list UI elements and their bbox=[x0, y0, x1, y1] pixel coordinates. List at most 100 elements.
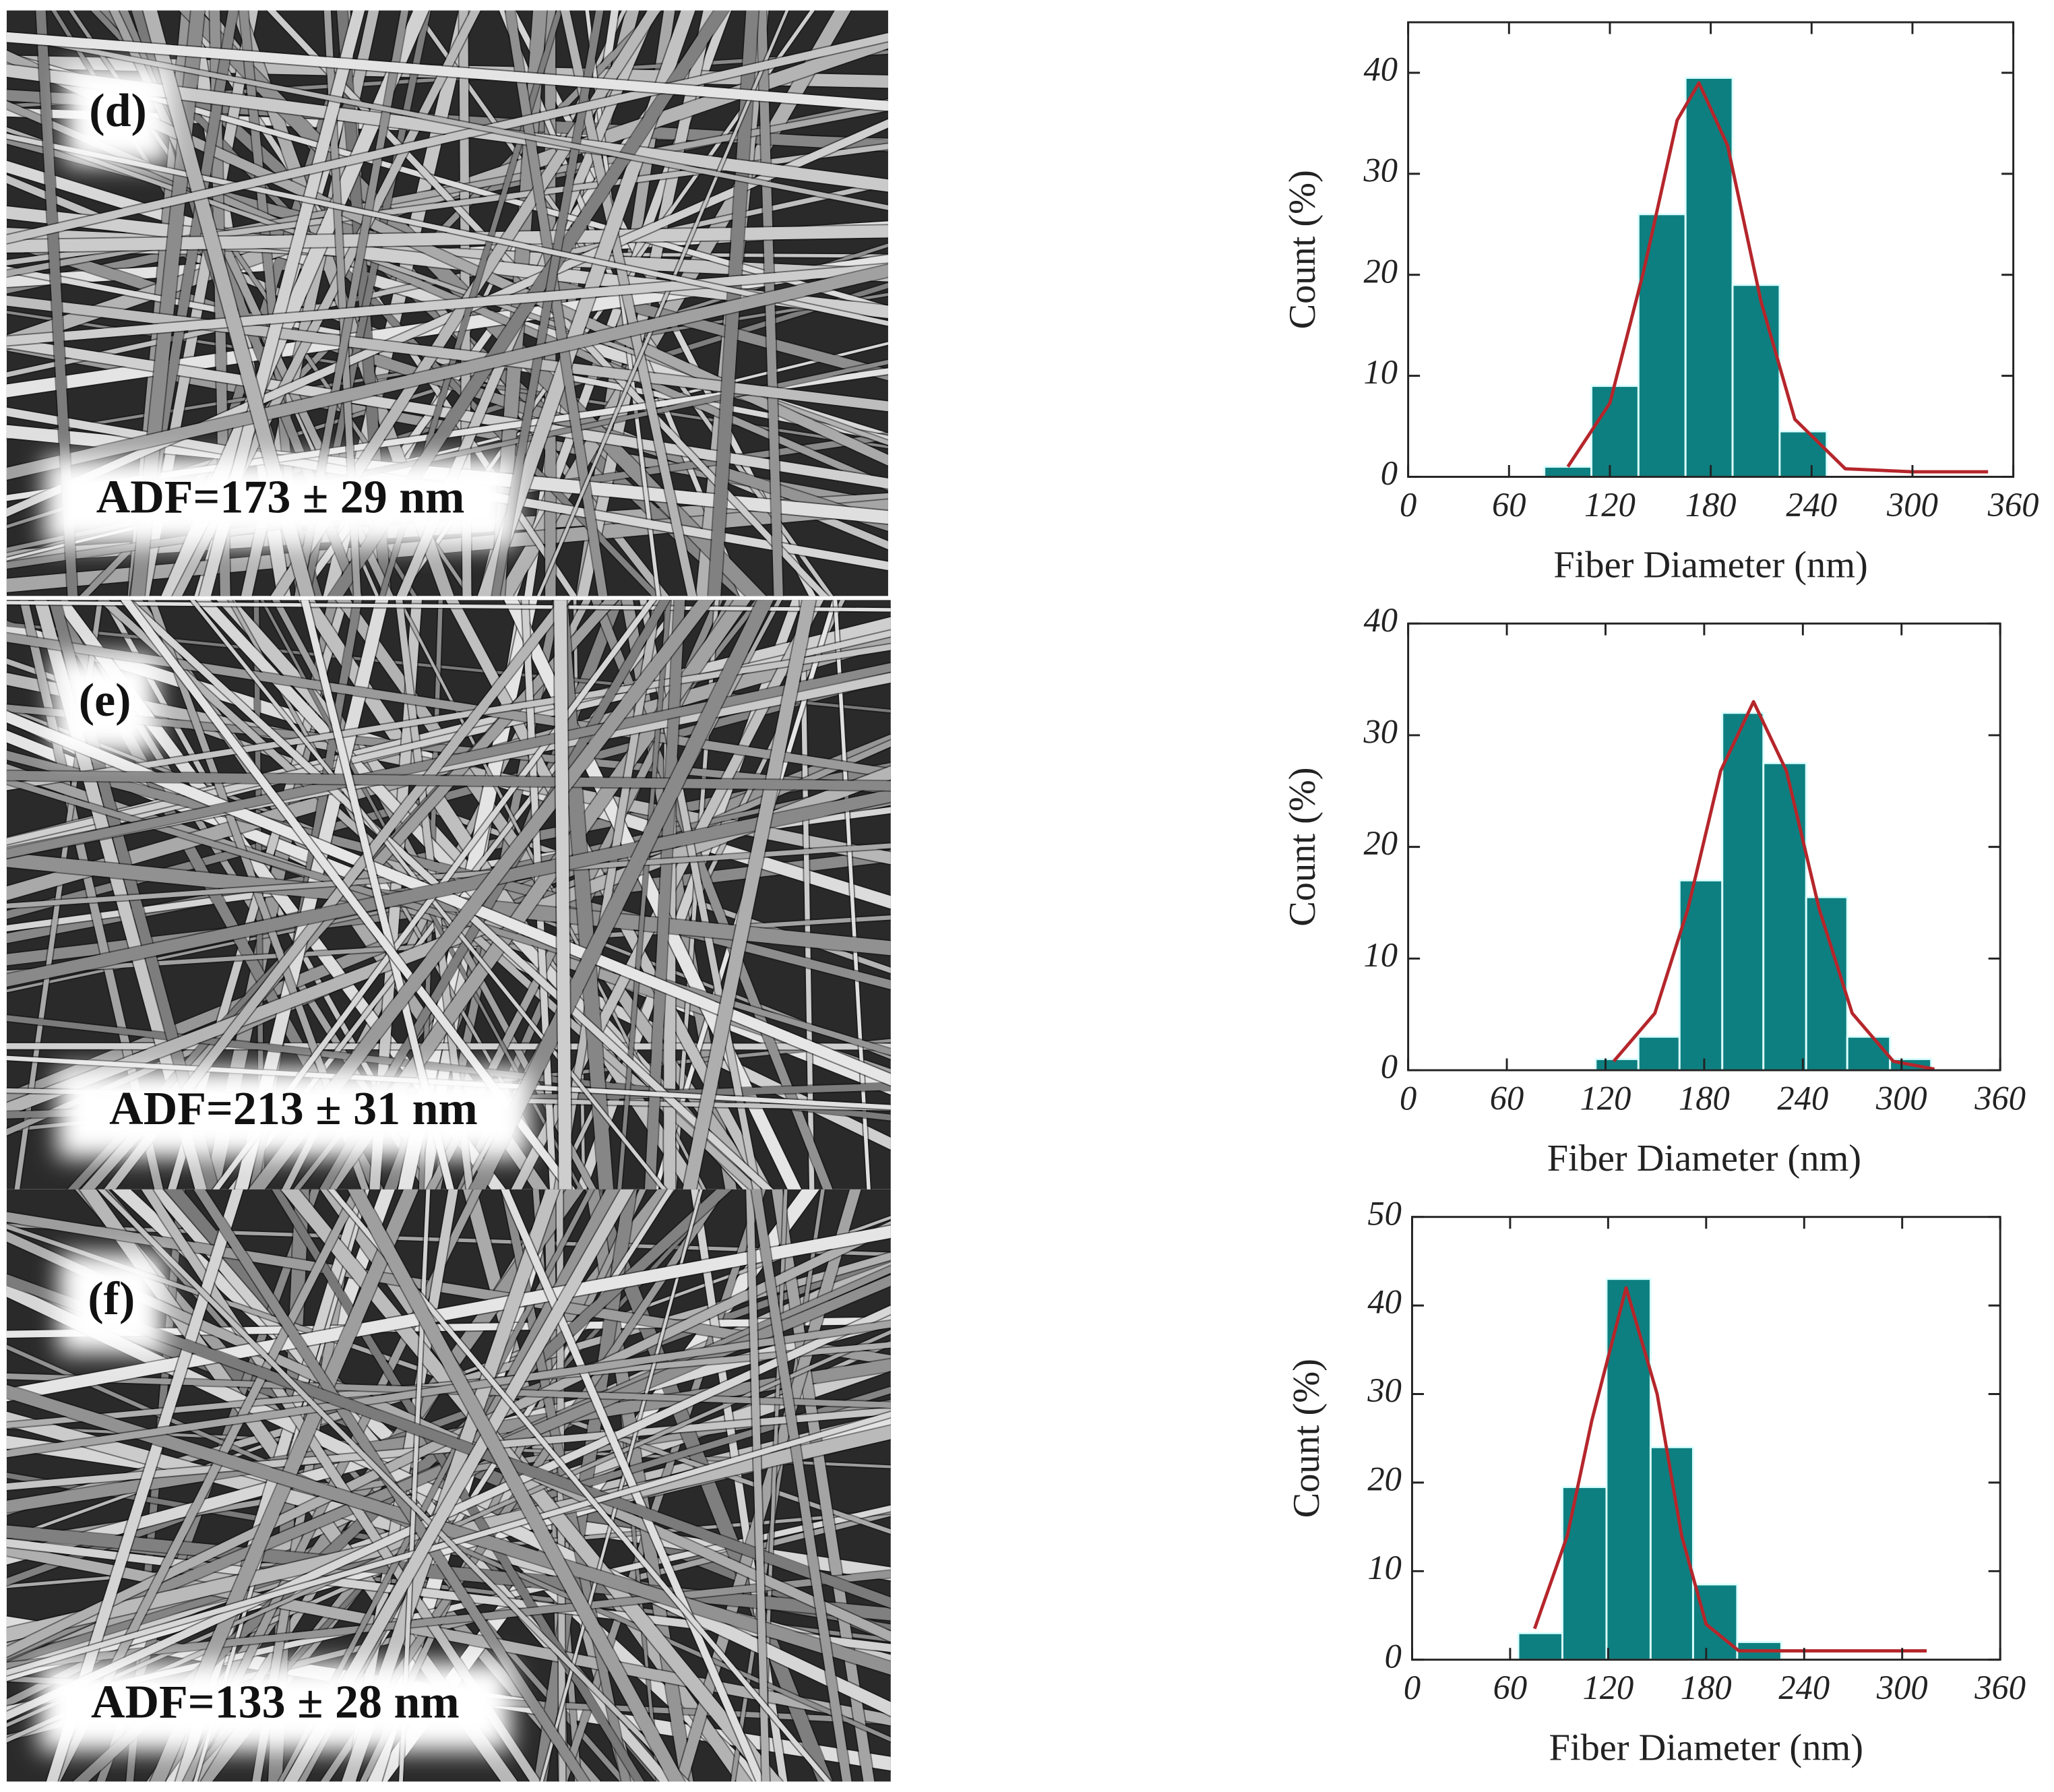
fit-curve bbox=[1566, 81, 1989, 474]
y-tick-label: 30 bbox=[1367, 1371, 1402, 1409]
x-tick-label: 300 bbox=[1876, 1669, 1928, 1706]
x-axis-label: Fiber Diameter (nm) bbox=[1549, 1727, 1863, 1769]
y-tick-label: 20 bbox=[1364, 252, 1398, 290]
fiber bbox=[348, 1189, 685, 1782]
fit-curve bbox=[1612, 700, 1935, 1071]
panel-label: (d) bbox=[89, 85, 147, 137]
y-tick-label: 40 bbox=[1367, 1283, 1402, 1321]
x-tick-label: 240 bbox=[1777, 1079, 1828, 1117]
label-glow bbox=[57, 1069, 530, 1158]
fiber bbox=[691, 1189, 788, 1782]
label-glow bbox=[44, 457, 516, 547]
fiber bbox=[644, 600, 685, 1189]
fit-curve bbox=[1532, 1286, 1927, 1652]
fiber bbox=[6, 337, 888, 489]
x-tick-label: 120 bbox=[1580, 1079, 1631, 1117]
x-tick-label: 240 bbox=[1778, 1669, 1830, 1706]
bar bbox=[1517, 1632, 1563, 1661]
fiber bbox=[121, 600, 575, 1189]
x-tick-label: 120 bbox=[1584, 486, 1636, 524]
bar bbox=[1762, 762, 1807, 1072]
fiber bbox=[746, 1189, 770, 1782]
label-glow bbox=[59, 1254, 164, 1353]
label-glow bbox=[65, 65, 170, 165]
fiber bbox=[6, 770, 891, 791]
bar bbox=[1561, 1486, 1608, 1661]
y-axis-label: Count (%) bbox=[1282, 767, 1324, 926]
bar bbox=[1805, 896, 1848, 1072]
label-glow bbox=[52, 654, 158, 755]
annotation: ADF=173 ± 29 nm bbox=[96, 472, 465, 524]
y-tick-label: 0 bbox=[1381, 1048, 1398, 1086]
panel-label: (e) bbox=[79, 675, 131, 727]
bar bbox=[1721, 712, 1765, 1072]
y-tick-label: 40 bbox=[1364, 51, 1398, 88]
fiber bbox=[98, 1189, 689, 1782]
y-tick-label: 10 bbox=[1367, 1549, 1402, 1586]
bar bbox=[1543, 466, 1592, 478]
x-tick-label: 120 bbox=[1582, 1669, 1633, 1706]
y-axis-label: Count (%) bbox=[1286, 1359, 1328, 1518]
fiber bbox=[6, 104, 888, 277]
x-tick-label: 180 bbox=[1681, 1669, 1732, 1706]
fiber bbox=[6, 1320, 891, 1458]
fiber bbox=[554, 600, 572, 1189]
x-axis-label: Fiber Diameter (nm) bbox=[1553, 545, 1867, 586]
x-tick-label: 0 bbox=[1400, 486, 1417, 524]
fiber bbox=[6, 32, 888, 210]
y-tick-label: 0 bbox=[1385, 1637, 1402, 1675]
label-glow bbox=[39, 1662, 511, 1752]
bar bbox=[1778, 430, 1828, 478]
bar bbox=[1684, 77, 1734, 478]
bar bbox=[1678, 879, 1724, 1072]
fiber bbox=[6, 264, 888, 480]
fiber bbox=[6, 264, 888, 346]
fiber bbox=[6, 225, 888, 253]
fiber bbox=[6, 295, 888, 412]
x-tick-label: 300 bbox=[1875, 1079, 1927, 1117]
fiber bbox=[540, 1189, 703, 1782]
x-tick-label: 0 bbox=[1404, 1669, 1421, 1706]
annotation: ADF=133 ± 28 nm bbox=[91, 1677, 460, 1729]
bar bbox=[1637, 213, 1687, 478]
fiber bbox=[6, 33, 888, 244]
fiber bbox=[6, 1545, 891, 1726]
y-tick-label: 40 bbox=[1364, 601, 1398, 639]
x-tick-label: 360 bbox=[1974, 1669, 2026, 1706]
fiber bbox=[505, 10, 608, 596]
y-tick-label: 30 bbox=[1363, 713, 1398, 751]
fiber bbox=[6, 127, 888, 445]
x-tick-label: 180 bbox=[1685, 486, 1737, 524]
y-tick-label: 10 bbox=[1364, 353, 1398, 391]
fiber bbox=[504, 600, 802, 1189]
fiber bbox=[6, 1384, 891, 1675]
fiber bbox=[751, 1189, 852, 1782]
x-tick-label: 300 bbox=[1886, 486, 1938, 524]
y-tick-label: 30 bbox=[1363, 151, 1398, 189]
fiber bbox=[6, 600, 891, 612]
x-tick-label: 0 bbox=[1400, 1079, 1417, 1117]
bar bbox=[1846, 1035, 1892, 1072]
x-tick-label: 60 bbox=[1493, 1669, 1528, 1706]
y-tick-label: 20 bbox=[1364, 824, 1398, 862]
y-tick-label: 10 bbox=[1364, 936, 1398, 974]
fiber bbox=[6, 32, 888, 111]
y-tick-label: 20 bbox=[1367, 1460, 1402, 1497]
annotation: ADF=213 ± 31 nm bbox=[109, 1083, 478, 1135]
fiber bbox=[561, 10, 697, 596]
x-tick-label: 60 bbox=[1490, 1079, 1524, 1117]
fiber bbox=[6, 1225, 891, 1402]
bar bbox=[1731, 284, 1781, 478]
bar bbox=[1590, 385, 1640, 478]
fiber bbox=[591, 600, 833, 1189]
x-tick-label: 60 bbox=[1492, 486, 1526, 524]
x-tick-label: 180 bbox=[1679, 1079, 1730, 1117]
fiber bbox=[640, 600, 761, 1189]
panel-label: (f) bbox=[88, 1273, 135, 1325]
y-tick-label: 0 bbox=[1381, 454, 1398, 492]
fiber bbox=[6, 711, 891, 1086]
fiber bbox=[683, 600, 816, 1189]
x-tick-label: 360 bbox=[1974, 1079, 2026, 1117]
